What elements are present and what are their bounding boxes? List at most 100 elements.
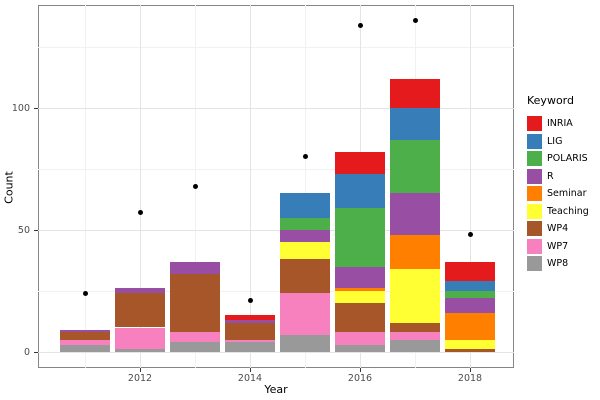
bar-segment-inria xyxy=(335,151,385,174)
legend-key-swatch xyxy=(527,116,542,132)
gridline-x-major xyxy=(470,5,471,368)
data-point xyxy=(82,290,88,296)
bar-segment-wp7 xyxy=(280,293,330,335)
gridline-y-minor xyxy=(38,46,514,48)
x-tick-label: 2014 xyxy=(237,373,263,384)
x-tick-label: 2012 xyxy=(127,373,153,384)
bar-segment-wp7 xyxy=(115,327,165,350)
legend-item-label: Teaching xyxy=(547,205,589,217)
bar-segment-polaris xyxy=(280,217,330,230)
bar-segment-lig xyxy=(280,193,330,218)
bar-segment-wp7 xyxy=(225,339,275,343)
legend-item-r: R xyxy=(527,168,589,186)
bar-segment-teaching xyxy=(280,242,330,260)
bar-segment-wp4 xyxy=(115,293,165,328)
legend-item-lig: LIG xyxy=(527,133,589,151)
legend-key-swatch xyxy=(527,133,542,149)
x-tick-mark xyxy=(360,368,361,372)
bar-segment-wp8 xyxy=(60,344,110,352)
bar-segment-wp7 xyxy=(390,332,440,340)
bar-segment-lig xyxy=(445,281,495,291)
legend-item-wp7: WP7 xyxy=(527,238,589,256)
data-point xyxy=(302,154,308,160)
legend-item-label: R xyxy=(547,170,554,182)
bar-segment-wp8 xyxy=(280,334,330,352)
data-point xyxy=(412,17,418,23)
gridline-y-minor xyxy=(38,290,514,292)
bar-segment-inria xyxy=(225,315,275,321)
legend: Keyword INRIA LIG POLARIS R Seminar Teaching W… xyxy=(527,94,589,273)
y-axis-title: Count xyxy=(2,171,16,204)
bar-segment-wp8 xyxy=(390,339,440,352)
legend-items: INRIA LIG POLARIS R Seminar Teaching WP4 WP7 WP8 xyxy=(527,115,589,273)
y-tick-mark xyxy=(34,229,38,231)
bar-segment-teaching xyxy=(390,268,440,323)
bar-segment-wp7 xyxy=(335,332,385,345)
bar-segment-seminar xyxy=(445,312,495,340)
legend-key-swatch xyxy=(527,256,542,272)
bar-segment-teaching xyxy=(335,290,385,304)
bar-segment-inria xyxy=(390,78,440,108)
gridline-x-minor xyxy=(305,5,306,368)
y-tick-label: 100 xyxy=(11,102,30,114)
bar-segment-wp8 xyxy=(225,342,275,352)
bar-segment-r xyxy=(170,261,220,274)
bar-segment-lig xyxy=(335,173,385,208)
bar-segment-teaching xyxy=(445,339,495,350)
x-tick-label: 2016 xyxy=(347,373,373,384)
bar-segment-r xyxy=(225,320,275,323)
bar-segment-polaris xyxy=(335,207,385,267)
bar-segment-wp4 xyxy=(390,322,440,333)
bar-segment-lig xyxy=(390,107,440,140)
bar-segment-wp4 xyxy=(335,303,385,333)
bar-segment-polaris xyxy=(390,139,440,194)
legend-title: Keyword xyxy=(527,94,574,107)
gridline-x-minor xyxy=(85,5,87,368)
legend-key-swatch xyxy=(527,221,542,237)
legend-item-wp4: WP4 xyxy=(527,220,589,238)
data-point xyxy=(137,210,143,216)
legend-key-swatch xyxy=(527,238,542,254)
x-axis-title: Year xyxy=(264,383,288,396)
x-tick-label: 2018 xyxy=(457,373,483,384)
bar-segment-r xyxy=(335,266,385,289)
y-tick-mark xyxy=(34,107,38,109)
data-point xyxy=(247,298,253,304)
legend-item-label: LIG xyxy=(547,135,563,147)
legend-item-inria: INRIA xyxy=(527,115,589,133)
bar-segment-seminar xyxy=(335,288,385,291)
legend-item-label: WP7 xyxy=(547,240,569,252)
legend-item-label: WP4 xyxy=(547,223,569,235)
bar-segment-wp8 xyxy=(170,342,220,352)
gridline-y-major xyxy=(38,229,514,231)
x-tick-mark xyxy=(470,368,471,372)
legend-item-label: WP8 xyxy=(547,258,569,270)
x-tick-mark xyxy=(250,368,251,372)
gridline-y-minor xyxy=(38,168,514,170)
bar-segment-wp8 xyxy=(115,349,165,352)
data-point xyxy=(192,183,198,189)
bar-segment-wp4 xyxy=(170,273,220,333)
gridline-x-major xyxy=(250,5,251,368)
legend-item-label: Seminar xyxy=(547,188,587,200)
bar-segment-r xyxy=(115,288,165,294)
bar-segment-wp4 xyxy=(445,349,495,352)
legend-item-seminar: Seminar xyxy=(527,185,589,203)
bar-segment-wp7 xyxy=(170,332,220,343)
y-tick-label: 50 xyxy=(17,224,30,236)
bar-segment-inria xyxy=(445,261,495,282)
bar-segment-r xyxy=(445,298,495,313)
legend-item-polaris: POLARIS xyxy=(527,150,589,168)
bar-segment-wp7 xyxy=(60,339,110,345)
bar-segment-polaris xyxy=(445,290,495,299)
legend-item-label: POLARIS xyxy=(547,153,588,165)
legend-key-swatch xyxy=(527,168,542,184)
bar-segment-wp4 xyxy=(60,332,110,340)
bar-segment-wp8 xyxy=(335,344,385,352)
bar-segment-seminar xyxy=(390,234,440,269)
legend-item-teaching: Teaching xyxy=(527,203,589,221)
legend-item-label: INRIA xyxy=(547,118,573,130)
bar-segment-r xyxy=(60,329,110,333)
gridline-x-major xyxy=(140,5,142,368)
